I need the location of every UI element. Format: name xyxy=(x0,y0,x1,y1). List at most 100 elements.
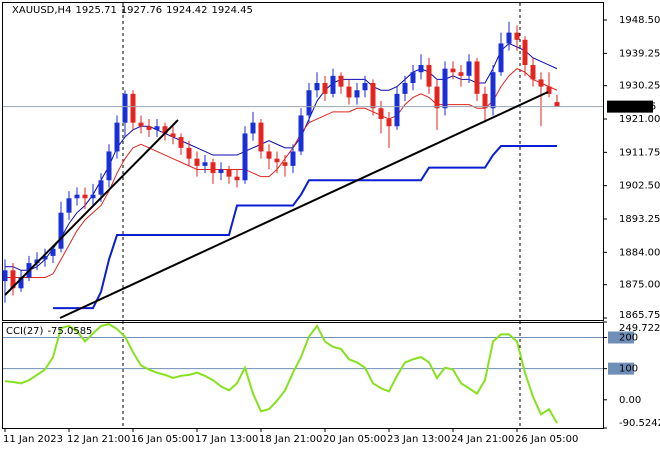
candle-body xyxy=(482,93,488,109)
y-tick-label: 1948.50 xyxy=(619,15,660,26)
candle-body xyxy=(346,86,352,98)
level-label-bg xyxy=(608,331,634,344)
indicator-line xyxy=(5,42,558,271)
trend-line xyxy=(4,119,179,296)
x-tick-label: 17 Jan 13:00 xyxy=(195,434,258,445)
candle-body xyxy=(162,126,168,134)
x-tick-label: 24 Jan 21:00 xyxy=(451,434,514,445)
candle-body xyxy=(50,248,56,256)
candle-body xyxy=(386,119,392,127)
y-tick-label: 1893.25 xyxy=(619,214,660,225)
x-tick-label: 12 Jan 21:00 xyxy=(67,434,130,445)
candle-body xyxy=(322,83,328,94)
chart-header: XAUUSD,H4 1925.71 1927.76 1924.42 1924.45 xyxy=(12,5,253,16)
candle-body xyxy=(226,169,232,177)
level-label-bg xyxy=(608,362,634,375)
candle-body xyxy=(74,194,80,199)
current-price-label: 1924.45 xyxy=(615,102,656,113)
candle-body xyxy=(282,162,288,166)
candle-body xyxy=(362,83,368,91)
candle-body xyxy=(506,32,512,44)
candle-body xyxy=(210,162,216,174)
candle-body xyxy=(138,122,144,127)
cci-title: CCI(27) xyxy=(6,326,44,337)
candle-body xyxy=(554,102,560,107)
candle-body xyxy=(218,169,224,174)
candle-body xyxy=(290,151,296,166)
candle-body xyxy=(338,75,344,87)
candle-body xyxy=(10,270,16,289)
candle-body xyxy=(490,72,496,109)
y-tick-label: 1865.75 xyxy=(619,310,660,321)
y-tick-label: 1902.50 xyxy=(619,181,660,192)
cci-line xyxy=(4,323,558,424)
candle-body xyxy=(538,79,544,87)
cci-header: CCI(27) -75.0585 xyxy=(6,326,92,337)
candle-body xyxy=(498,43,504,73)
y-tick-label: 1884.00 xyxy=(619,247,660,258)
candle-body xyxy=(130,93,136,123)
open: 1925.71 xyxy=(75,5,116,16)
candle-body xyxy=(458,72,464,76)
close: 1924.45 xyxy=(212,5,253,16)
y-tick-label: 100 xyxy=(619,364,638,375)
x-tick-label: 18 Jan 21:00 xyxy=(259,434,322,445)
candle-body xyxy=(522,39,528,66)
y-tick-label: 1911.75 xyxy=(619,147,660,158)
candle-body xyxy=(82,194,88,199)
candle-body xyxy=(258,122,264,152)
trend-line xyxy=(59,91,549,319)
candle-body xyxy=(66,198,72,213)
candle-body xyxy=(242,133,248,181)
candle-body xyxy=(234,176,240,181)
cci-panel xyxy=(2,322,604,429)
candle-body xyxy=(466,61,472,76)
candle-body xyxy=(106,151,112,181)
price-panel xyxy=(2,2,604,321)
candle-body xyxy=(410,72,416,84)
y-tick-label: 1921.00 xyxy=(619,114,660,125)
candle-body xyxy=(114,122,120,152)
candle-body xyxy=(514,32,520,40)
y-tick-label: 1930.25 xyxy=(619,81,660,92)
candle-body xyxy=(202,162,208,166)
candle-body xyxy=(442,68,448,109)
marks: 1948.50 1939.25 1930.25 1921.00 1911.75 1902.… xyxy=(2,15,660,445)
cci-value: -75.0585 xyxy=(47,326,92,337)
candle-body xyxy=(42,255,48,260)
candle-body xyxy=(450,68,456,73)
low: 1924.42 xyxy=(166,5,207,16)
candle-body xyxy=(394,93,400,127)
candle-body xyxy=(314,83,320,91)
x-tick-label: 16 Jan 05:00 xyxy=(131,434,194,445)
x-tick-label: 11 Jan 2023 xyxy=(3,434,63,445)
candle-body xyxy=(154,126,160,130)
y-tick-label: 1939.25 xyxy=(619,48,660,59)
candle-body xyxy=(474,61,480,94)
candle-body xyxy=(402,83,408,94)
x-tick-label: 26 Jan 05:00 xyxy=(515,434,578,445)
y-tick-label: 0.00 xyxy=(619,395,641,406)
candle-body xyxy=(530,65,536,80)
candle-body xyxy=(298,115,304,152)
candle-body xyxy=(146,126,152,130)
candle-body xyxy=(546,86,552,94)
candle-body xyxy=(330,75,336,94)
candle-body xyxy=(98,180,104,195)
candle-body xyxy=(90,194,96,199)
candle-body xyxy=(58,212,64,249)
candle-body xyxy=(370,83,376,109)
candle-body xyxy=(354,90,360,98)
y-tick-label: 1875.00 xyxy=(619,280,660,291)
symbol: XAUUSD,H4 xyxy=(12,5,71,16)
candle-body xyxy=(378,108,384,120)
candle-body xyxy=(418,65,424,73)
candle-body xyxy=(194,158,200,166)
candle-body xyxy=(122,93,128,123)
y-tick-label: 200 xyxy=(619,332,638,343)
high: 1927.76 xyxy=(121,5,162,16)
candle-body xyxy=(170,133,176,138)
candle-body xyxy=(178,137,184,148)
